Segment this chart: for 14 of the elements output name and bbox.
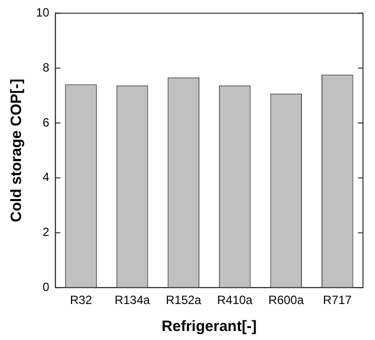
x-tick-label: R134a (114, 293, 150, 308)
x-tick-label: R410a (217, 293, 253, 308)
y-tick-label: 4 (42, 170, 50, 184)
y-tick-label: 6 (42, 115, 50, 130)
y-tick-label: 0 (42, 280, 50, 294)
x-tick-label: R152a (166, 293, 202, 308)
x-tick-label: R32 (70, 293, 92, 308)
y-axis-title: Cold storage COP[-] (8, 78, 26, 222)
x-tick-label: R717 (323, 293, 352, 308)
y-tick-label: 2 (42, 225, 50, 240)
y-tick-label: 10 (36, 6, 50, 20)
x-axis-title: Refrigerant[-] (162, 318, 257, 336)
x-tick-label: R600a (268, 293, 304, 308)
y-tick-label: 8 (42, 60, 50, 74)
